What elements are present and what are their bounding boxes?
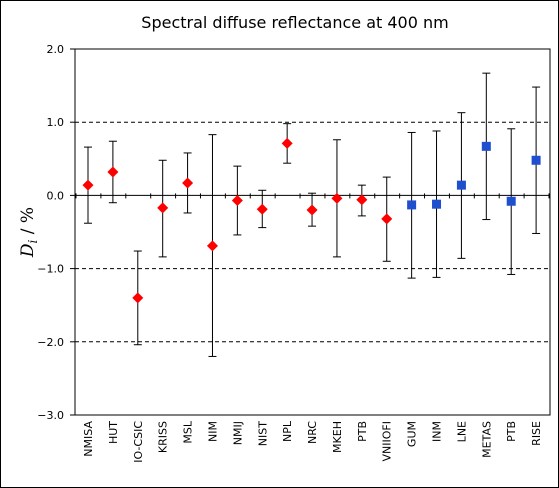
category-label: NIM	[206, 421, 219, 442]
y-tick-label: 0.0	[47, 189, 65, 202]
category-label: NMIJ	[231, 421, 244, 445]
y-axis-label: Di / %	[18, 207, 40, 258]
category-labels: NMISA HUT IO-CSIC KRISS MSL NIM NMIJ NIST NPL NRC…	[82, 420, 543, 463]
data-point-square	[531, 155, 541, 165]
category-label: NRC	[306, 421, 319, 444]
data-point-square	[481, 141, 491, 151]
data-point-diamond	[306, 204, 318, 216]
data-point-diamond	[82, 179, 94, 191]
y-tick-label: 2.0	[47, 43, 65, 56]
error-bars	[84, 72, 541, 357]
chart-title: Spectral diffuse reflectance at 400 nm	[141, 13, 448, 32]
data-point-diamond	[206, 240, 218, 252]
y-axis-label-sub: i	[26, 239, 40, 243]
category-label: GUM	[406, 421, 419, 447]
y-axis-label-main: D	[18, 243, 38, 258]
data-point-diamond	[107, 166, 119, 178]
data-point-square	[506, 196, 516, 206]
category-label: NMISA	[82, 421, 95, 457]
data-point-diamond	[331, 192, 343, 204]
y-tick-label: 1.0	[47, 116, 65, 129]
gridlines	[75, 121, 550, 343]
category-label: MSL	[182, 420, 195, 443]
data-markers	[82, 137, 541, 304]
category-label: INM	[431, 421, 444, 442]
data-point-square	[407, 200, 417, 210]
data-point-diamond	[157, 202, 169, 214]
data-point-diamond	[231, 195, 243, 207]
category-label: MKEH	[331, 421, 344, 453]
category-label: LNE	[455, 421, 468, 442]
y-axis-label-unit: / %	[18, 207, 38, 240]
y-tick-label: −2.0	[37, 336, 64, 349]
data-point-diamond	[381, 213, 393, 225]
data-point-diamond	[132, 292, 144, 304]
data-point-square	[456, 180, 466, 190]
category-label: PTB	[356, 421, 369, 442]
plot-area	[74, 48, 551, 416]
data-point-square	[432, 199, 442, 209]
category-label: METAS	[480, 421, 493, 458]
data-point-diamond	[356, 194, 368, 206]
category-label: KRISS	[157, 421, 170, 453]
category-label: HUT	[107, 421, 120, 444]
category-label: PTB	[505, 421, 518, 442]
data-point-diamond	[281, 137, 293, 149]
category-label: NIST	[256, 421, 269, 446]
category-label: VNIIOFI	[381, 421, 394, 461]
y-tick-label: −1.0	[37, 263, 64, 276]
y-tick-label: −3.0	[37, 409, 64, 422]
x-axis-ticks	[75, 193, 550, 199]
category-label: RISE	[530, 421, 543, 446]
category-label: IO-CSIC	[132, 421, 145, 463]
data-point-diamond	[182, 177, 194, 189]
y-axis-ticks: 2.0 1.0 0.0 −1.0 −2.0 −3.0	[37, 43, 75, 422]
data-point-diamond	[256, 203, 268, 215]
category-label: NPL	[281, 420, 294, 442]
